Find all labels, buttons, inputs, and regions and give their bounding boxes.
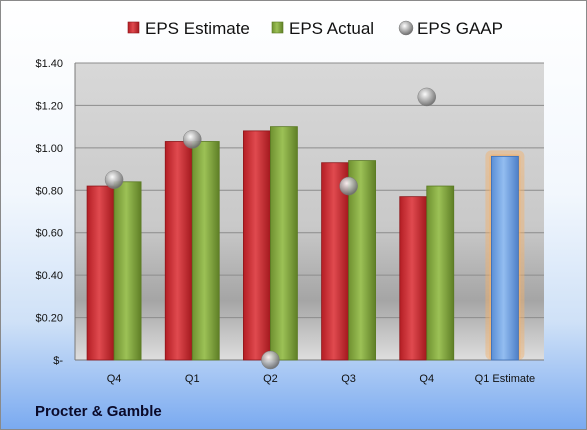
x-tick-label: Q2: [263, 373, 278, 385]
bar-eps-estimate: [399, 196, 428, 361]
bar-eps-estimate: [243, 130, 271, 361]
eps-gaap-point: [104, 170, 124, 189]
bar-eps-actual: [426, 185, 455, 361]
eps-gaap-point: [183, 130, 202, 149]
legend-label: EPS GAAP: [417, 19, 503, 38]
legend-label: EPS Estimate: [145, 19, 250, 38]
eps-gaap-point: [417, 87, 436, 107]
bars: [86, 126, 525, 361]
bar-eps-actual: [191, 141, 220, 361]
y-tick-label: $1.20: [35, 100, 63, 112]
x-tick-label: Q1 Estimate: [475, 373, 536, 385]
y-tick-label: $1.00: [35, 143, 63, 155]
bar-eps-estimate: [321, 162, 349, 361]
x-tick-label: Q3: [341, 373, 356, 385]
x-tick-label: Q1: [185, 373, 200, 385]
y-tick-label: $0.80: [35, 185, 63, 197]
company-name: Procter & Gamble: [35, 403, 162, 420]
legend-label: EPS Actual: [289, 19, 374, 38]
bar-eps-actual: [113, 181, 142, 361]
legend-swatch: [127, 21, 140, 34]
gridlines: [75, 62, 544, 361]
x-tick-label: Q4: [107, 373, 122, 385]
y-tick-label: $0.20: [35, 313, 63, 325]
bar-eps-actual: [270, 126, 298, 361]
y-tick-label: $-: [53, 355, 63, 367]
bar-eps-estimate: [164, 141, 193, 361]
legend: EPS Estimate EPS Actual EPS GAAP: [127, 19, 503, 38]
y-tick-label: $0.60: [35, 228, 63, 240]
plot-area: [75, 63, 544, 360]
bar-eps-estimate: [86, 185, 115, 361]
eps-gaap-point: [261, 350, 280, 370]
bar-q1-estimate: [491, 155, 519, 361]
x-axis: Q4 Q1 Q2 Q3 Q4 Q1 Estimate: [107, 373, 535, 385]
y-tick-label: $0.40: [35, 270, 63, 282]
eps-gaap-point: [339, 176, 358, 196]
y-axis: $- $0.20 $0.40 $0.60 $0.80 $1.00 $1.20 $1.40: [35, 58, 76, 367]
legend-swatch: [271, 21, 284, 34]
x-tick-label: Q4: [419, 373, 434, 385]
y-tick-label: $1.40: [35, 58, 63, 70]
gaap-points: [104, 87, 436, 370]
legend-swatch: [398, 20, 414, 36]
